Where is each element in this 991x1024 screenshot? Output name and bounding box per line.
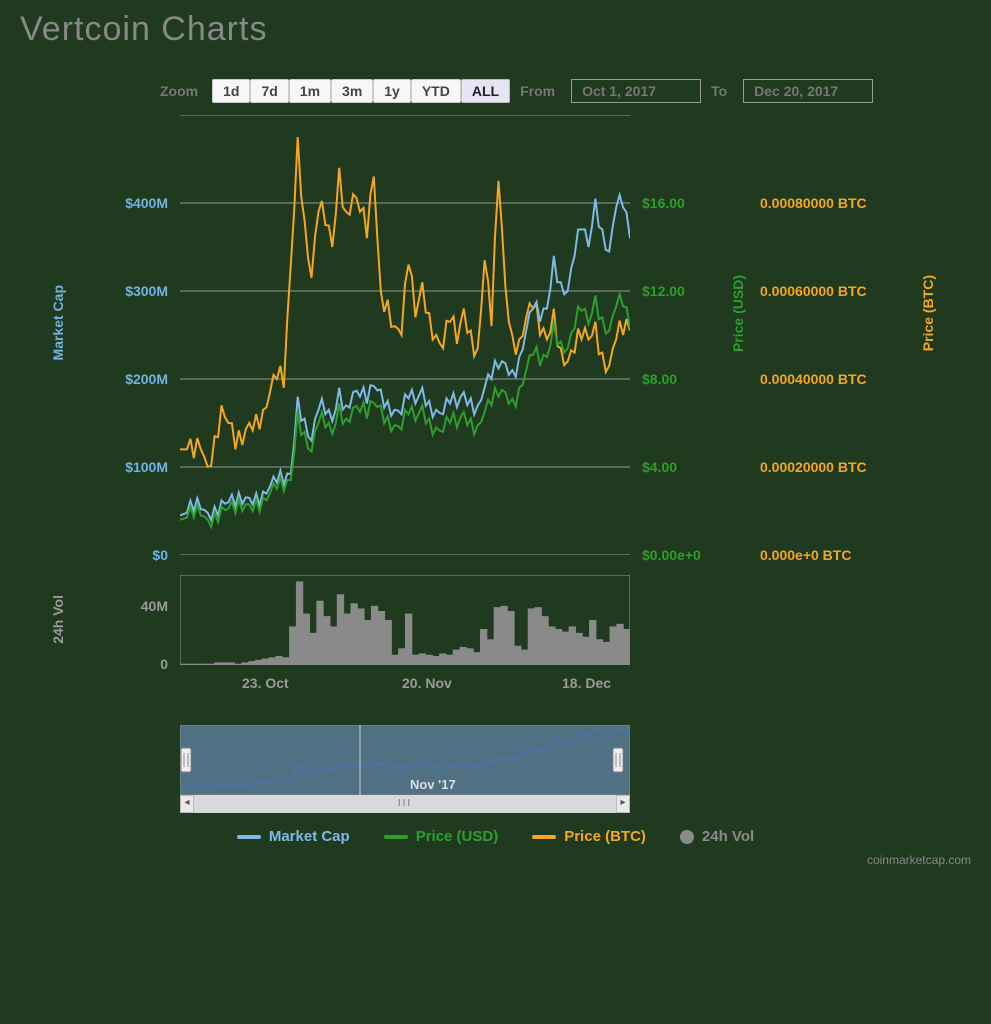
zoom-button-all[interactable]: ALL: [461, 79, 510, 103]
mc-tick: $300M: [125, 283, 168, 299]
x-tick: 18. Dec: [562, 675, 611, 691]
legend-label: Market Cap: [269, 828, 350, 845]
vol-tick: 0: [160, 656, 168, 672]
from-date-input[interactable]: [571, 79, 701, 103]
volume-chart-area: 24h Vol 0 40M: [20, 575, 971, 675]
usd-tick: $0.00e+0: [642, 547, 701, 563]
zoom-button-1d[interactable]: 1d: [212, 79, 250, 103]
zoom-button-1y[interactable]: 1y: [373, 79, 411, 103]
btc-tick: 0.00080000 BTC: [760, 195, 867, 211]
usd-tick: $16.00: [642, 195, 685, 211]
x-tick: 23. Oct: [242, 675, 289, 691]
mc-tick: $200M: [125, 371, 168, 387]
legend-swatch: [384, 835, 408, 839]
x-tick: 20. Nov: [402, 675, 452, 691]
vol-tick: 40M: [141, 598, 168, 614]
to-label: To: [711, 83, 727, 99]
axis-title-price-btc: Price (BTC): [920, 275, 936, 351]
btc-tick: 0.00060000 BTC: [760, 283, 867, 299]
navigator-label: Nov '17: [410, 777, 456, 792]
legend-label: Price (BTC): [564, 828, 646, 845]
mc-tick: $0: [152, 547, 168, 563]
zoom-button-3m[interactable]: 3m: [331, 79, 373, 103]
legend-item-market-cap[interactable]: Market Cap: [237, 828, 350, 845]
to-date-input[interactable]: [743, 79, 873, 103]
usd-tick: $12.00: [642, 283, 685, 299]
chart-legend: Market Cap Price (USD) Price (BTC) 24h Vol: [20, 828, 971, 845]
usd-tick: $8.00: [642, 371, 677, 387]
legend-swatch: [532, 835, 556, 839]
legend-item--h-vol[interactable]: 24h Vol: [680, 828, 754, 845]
navigator-chart[interactable]: Nov '17: [20, 725, 971, 795]
nav-scroll-right-arrow[interactable]: ▸: [616, 795, 630, 813]
attribution-text: coinmarketcap.com: [20, 853, 971, 867]
usd-tick: $4.00: [642, 459, 677, 475]
axis-title-market-cap: Market Cap: [50, 285, 66, 360]
legend-label: Price (USD): [416, 828, 499, 845]
legend-item-price-btc-[interactable]: Price (BTC): [532, 828, 646, 845]
legend-label: 24h Vol: [702, 828, 754, 845]
zoom-button-1m[interactable]: 1m: [289, 79, 331, 103]
axis-title-volume: 24h Vol: [50, 595, 66, 644]
nav-scroll-left-arrow[interactable]: ◂: [180, 795, 194, 813]
legend-swatch: [680, 830, 694, 844]
page-title: Vertcoin Charts: [20, 10, 971, 49]
axis-title-price-usd: Price (USD): [730, 275, 746, 352]
zoom-label: Zoom: [160, 83, 198, 99]
mc-tick: $400M: [125, 195, 168, 211]
x-axis-ticks: 23. Oct 20. Nov 18. Dec: [20, 675, 971, 695]
main-chart-area: Market Cap Price (USD) Price (BTC) $0 $10…: [20, 115, 971, 575]
zoom-button-7d[interactable]: 7d: [250, 79, 288, 103]
mc-tick: $100M: [125, 459, 168, 475]
btc-tick: 0.00040000 BTC: [760, 371, 867, 387]
legend-swatch: [237, 835, 261, 839]
nav-scroll-grip[interactable]: III: [398, 798, 412, 809]
legend-item-price-usd-[interactable]: Price (USD): [384, 828, 499, 845]
btc-tick: 0.000e+0 BTC: [760, 547, 851, 563]
from-label: From: [520, 83, 555, 99]
zoom-toolbar: Zoom 1d7d1m3m1yYTDALL From To: [160, 79, 971, 103]
zoom-button-ytd[interactable]: YTD: [411, 79, 461, 103]
btc-tick: 0.00020000 BTC: [760, 459, 867, 475]
navigator-scrollbar[interactable]: ◂ ▸ III: [180, 795, 630, 813]
